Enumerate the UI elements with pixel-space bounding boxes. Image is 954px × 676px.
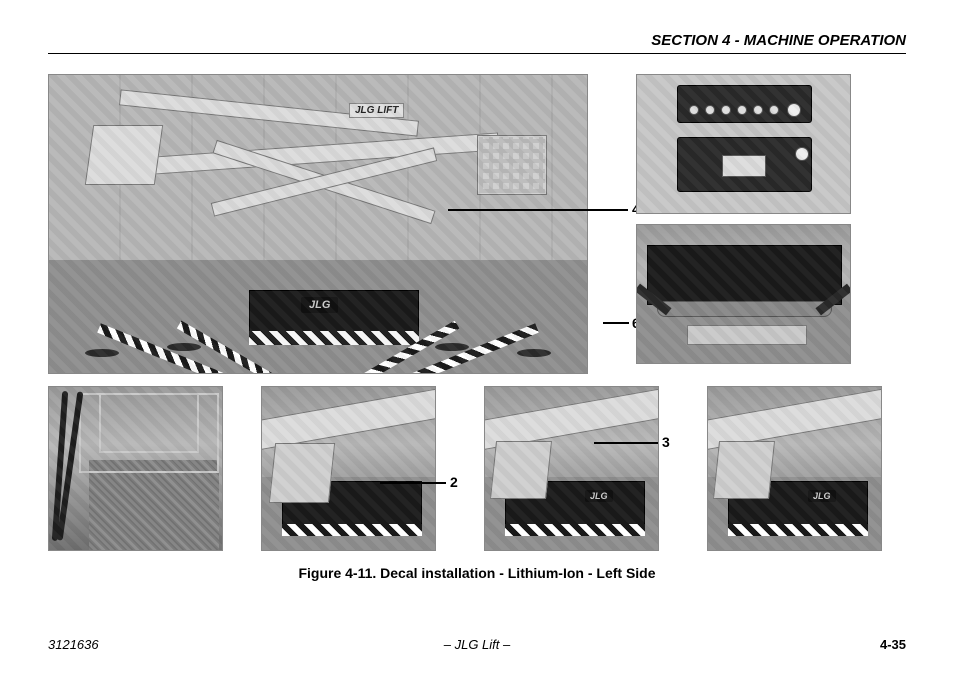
callout-2: 2: [450, 474, 458, 490]
control-box-photo: [636, 74, 851, 214]
closeup-3-photo: JLG: [484, 386, 659, 551]
figure-content: JLG JLG LIFT: [48, 74, 906, 581]
jlg-lift-boom-label: JLG LIFT: [349, 103, 404, 118]
undercarriage-photo: [636, 224, 851, 364]
callout-3-line: [594, 442, 658, 444]
closeup-2-photo: [261, 386, 436, 551]
jlg-logo-label: JLG: [301, 297, 338, 313]
jlg-logo-small-2: JLG: [808, 490, 836, 502]
row-2: 2 JLG 3 JLG: [48, 386, 906, 551]
footer-page-number: 4-35: [880, 637, 906, 652]
row-1: JLG JLG LIFT: [48, 74, 906, 374]
basket-detail-photo: [48, 386, 223, 551]
page-footer: 3121636 – JLG Lift – 4-35: [48, 637, 906, 652]
jlg-logo-small: JLG: [585, 490, 613, 502]
footer-doc-number: 3121636: [48, 637, 99, 652]
footer-center: – JLG Lift –: [444, 637, 510, 652]
closeup-4-photo: JLG: [707, 386, 882, 551]
figure-caption: Figure 4-11. Decal installation - Lithiu…: [48, 565, 906, 581]
right-column: [636, 74, 851, 374]
callout-2-line: [380, 482, 446, 484]
main-lift-photo: JLG JLG LIFT: [48, 74, 588, 374]
callout-6-line: [603, 322, 629, 324]
callout-4-line: [448, 209, 628, 211]
section-header: SECTION 4 - MACHINE OPERATION: [48, 32, 906, 54]
callout-3: 3: [662, 434, 670, 450]
